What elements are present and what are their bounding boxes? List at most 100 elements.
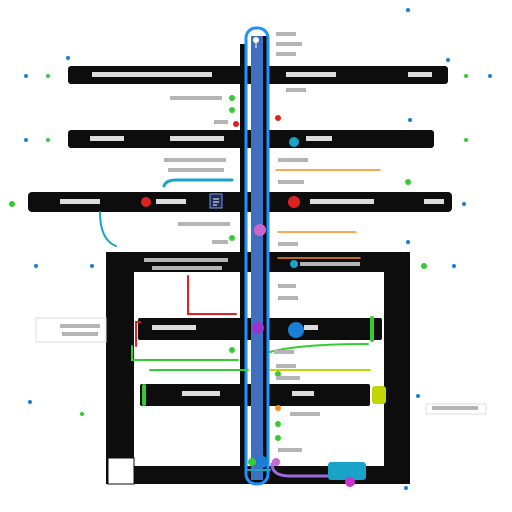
dot-l-3 (9, 201, 15, 207)
dot-r-5 (406, 240, 410, 244)
green-node-bottom (248, 458, 256, 466)
green-node-a (229, 95, 235, 101)
bar1-text-left (92, 72, 212, 77)
bar3-text-mid (156, 199, 186, 204)
text-r-7 (278, 296, 298, 300)
text-top-3 (276, 52, 296, 56)
node-dots (141, 95, 386, 487)
text-r-2 (278, 158, 308, 162)
purple-connector (270, 462, 342, 478)
text-r-9 (276, 364, 296, 368)
text-l-1 (170, 96, 222, 100)
green-connector-1 (131, 345, 239, 361)
green-node-b (229, 107, 235, 113)
text-r-4 (278, 242, 298, 246)
dot-r-8 (404, 486, 408, 490)
connectors (99, 169, 381, 478)
text-r-5 (300, 262, 360, 266)
magenta-node-2 (252, 322, 264, 334)
orange-node-small (275, 405, 281, 411)
dot-l-5 (90, 264, 94, 268)
document-icon (209, 193, 223, 209)
cyan-connector-left (162, 178, 234, 188)
dot-l-2 (24, 138, 28, 142)
magenta-node-3 (345, 477, 355, 487)
text-r-1 (286, 88, 306, 92)
dot-r-2 (464, 138, 468, 142)
dot-tr-3 (464, 74, 468, 78)
bar3-text-right (310, 199, 374, 204)
yellow-node (374, 390, 386, 402)
red-connector (187, 275, 237, 315)
dot-l-4 (34, 264, 38, 268)
green-node-d (229, 347, 235, 353)
bar5-text-right (292, 391, 314, 396)
text-box-left-line1 (60, 324, 100, 328)
dot-tr-4 (488, 74, 492, 78)
dot-r-4 (462, 202, 466, 206)
green-node-g (275, 435, 281, 441)
dot-tl-2 (46, 74, 50, 78)
text-frame-2 (152, 266, 222, 270)
blue-node-bottom (256, 456, 268, 468)
text-right-line (432, 406, 478, 410)
red-node-1 (141, 197, 151, 207)
green-node-c (229, 235, 235, 241)
dot-tr-1 (406, 8, 410, 12)
green-node-f (275, 421, 281, 427)
text-r-10 (276, 376, 300, 380)
gray-lettering (35, 32, 487, 452)
scatter-dots (9, 8, 492, 490)
bar2-text-right (306, 136, 332, 141)
red-node-small-2 (275, 115, 281, 121)
cyan-bottom-block (328, 462, 366, 480)
trunk-lines (240, 36, 269, 482)
text-r-12 (278, 448, 302, 452)
dot-l-1 (46, 138, 50, 142)
frame-bottom-left-block (107, 457, 135, 485)
magenta-node-4 (272, 458, 280, 466)
text-r-11 (290, 412, 320, 416)
bar4-text-left (152, 325, 196, 330)
cyan-node-1 (289, 137, 299, 147)
pin-icon (253, 37, 259, 48)
dot-r-1 (408, 118, 412, 122)
text-r-3 (278, 180, 304, 184)
blue-trunk-group (244, 26, 270, 486)
red-bracket (135, 321, 141, 347)
text-frame-1 (144, 258, 228, 262)
bar1-text-right (286, 72, 336, 77)
green-node-e (275, 371, 281, 377)
bar3-text-far (424, 199, 444, 204)
text-right-box (425, 403, 487, 415)
text-l-5 (178, 222, 230, 226)
bar4-text-right (304, 325, 318, 330)
dot-tl-1 (66, 56, 70, 60)
red-node-2 (288, 196, 300, 208)
text-l-4 (168, 168, 224, 172)
dot-l-6 (28, 400, 32, 404)
cyan-node-2 (290, 260, 298, 268)
right-trunk (263, 36, 269, 482)
text-top-1 (276, 32, 296, 36)
bar3-text-left (60, 199, 100, 204)
red-node-small (233, 121, 239, 127)
bar-lettering (60, 72, 444, 396)
left-trunk (240, 44, 246, 480)
text-r-8 (274, 350, 294, 354)
bar5-text-left (182, 391, 220, 396)
bar1-text-far (408, 72, 432, 77)
bar2-text-left (90, 136, 124, 141)
text-top-2 (276, 42, 302, 46)
text-box-left-line2 (62, 332, 98, 336)
bar2-text-mid (170, 136, 224, 141)
dot-r-3 (405, 179, 411, 185)
blue-trunk (251, 36, 263, 480)
text-r-6 (278, 284, 296, 288)
dot-tl-3 (24, 74, 28, 78)
dot-tr-2 (446, 58, 450, 62)
cyan-connector-curve (99, 211, 117, 247)
cyan-node-3 (288, 322, 304, 338)
text-l-3 (164, 158, 226, 162)
